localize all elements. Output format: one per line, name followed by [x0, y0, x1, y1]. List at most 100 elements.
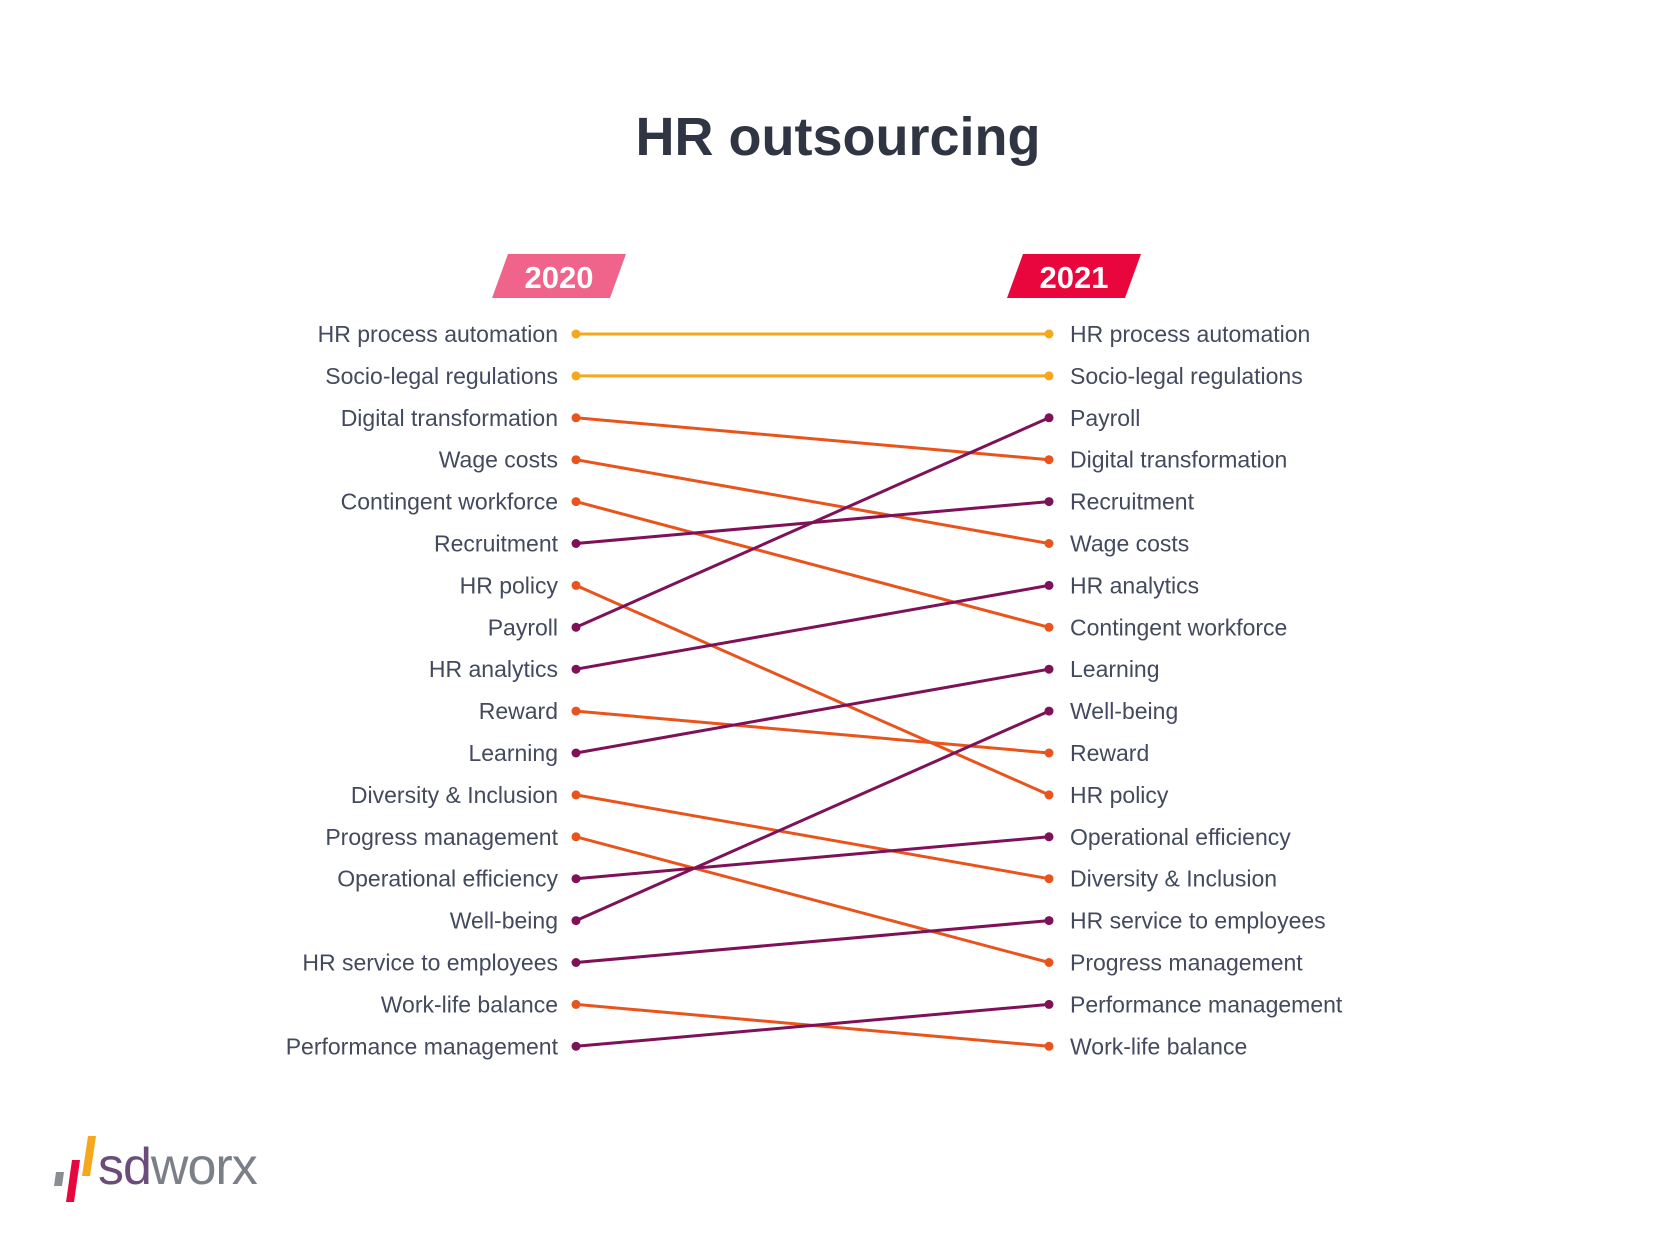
right-label-digital-transformation: Digital transformation: [1070, 447, 1287, 473]
right-point-hr-policy: [1044, 790, 1054, 800]
slope-line-digital-transformation: [575, 416, 1050, 462]
left-label-hr-policy: HR policy: [460, 572, 559, 598]
left-labels: HR process automation Socio-legal regulat…: [286, 321, 559, 1059]
left-label-payroll: Payroll: [488, 614, 558, 640]
left-label-recruitment: Recruitment: [434, 531, 559, 557]
left-label-digital-transformation: Digital transformation: [341, 405, 558, 431]
right-point-wage-costs: [1044, 539, 1054, 548]
left-point-socio-legal-regulations: [571, 371, 581, 381]
sdworx-logo-text: sdworx: [98, 1137, 258, 1197]
right-label-wage-costs: Wage costs: [1070, 531, 1189, 557]
right-point-hr-process-automation: [1044, 329, 1054, 339]
left-point-hr-analytics: [571, 664, 581, 674]
right-label-work-life-balance: Work-life balance: [1070, 1033, 1247, 1059]
right-label-hr-policy: HR policy: [1070, 782, 1169, 808]
right-point-diversity-and-inclusion: [1044, 874, 1054, 884]
right-point-learning: [1044, 664, 1054, 674]
slope-line-diversity-and-inclusion: [575, 793, 1050, 881]
left-label-hr-analytics: HR analytics: [429, 656, 558, 682]
logo-text-worx: worx: [150, 1138, 258, 1196]
slope-line-wage-costs: [575, 458, 1050, 545]
right-point-contingent-workforce: [1044, 622, 1054, 632]
left-label-learning: Learning: [468, 740, 558, 766]
logo-bar-yellow: [82, 1136, 96, 1176]
slope-line-hr-analytics: [575, 583, 1050, 671]
left-label-wage-costs: Wage costs: [439, 447, 558, 473]
right-label-reward: Reward: [1070, 740, 1149, 766]
left-point-wage-costs: [571, 455, 581, 465]
right-point-recruitment: [1044, 497, 1054, 507]
left-label-hr-process-automation: HR process automation: [318, 321, 558, 347]
year-2020-label: 2020: [525, 260, 594, 295]
right-label-progress-management: Progress management: [1070, 950, 1303, 976]
left-point-learning: [571, 748, 581, 758]
left-point-payroll: [571, 622, 581, 632]
right-label-recruitment: Recruitment: [1070, 489, 1195, 515]
left-label-operational-efficiency: Operational efficiency: [337, 866, 558, 892]
left-point-recruitment: [571, 539, 581, 548]
left-label-diversity-and-inclusion: Diversity & Inclusion: [351, 782, 558, 808]
slope-line-payroll: [575, 416, 1050, 629]
year-2020-badge: [492, 254, 626, 298]
slope-line-reward: [575, 709, 1050, 755]
right-point-payroll: [1044, 413, 1054, 423]
left-label-reward: Reward: [479, 698, 558, 724]
slope-line-contingent-workforce: [575, 500, 1050, 629]
right-labels: HR process automation Socio-legal regulat…: [1070, 321, 1343, 1059]
right-point-performance-management: [1044, 999, 1054, 1009]
slope-line-operational-efficiency: [575, 835, 1050, 881]
year-2021-badge: [1007, 254, 1141, 298]
right-point-progress-management: [1044, 958, 1054, 967]
slope-line-progress-management: [575, 835, 1050, 964]
left-point-diversity-and-inclusion: [571, 790, 581, 800]
left-point-progress-management: [571, 832, 581, 842]
right-label-hr-service-to-employees: HR service to employees: [1070, 908, 1326, 934]
logo-text-sd: sd: [98, 1138, 152, 1196]
right-point-socio-legal-regulations: [1044, 371, 1054, 381]
right-label-hr-process-automation: HR process automation: [1070, 321, 1310, 347]
year-2021-label: 2021: [1040, 260, 1109, 295]
right-label-learning: Learning: [1070, 656, 1160, 682]
slope-line-well-being: [575, 709, 1050, 922]
sdworx-logo-mark: [54, 1136, 96, 1202]
right-label-contingent-workforce: Contingent workforce: [1070, 614, 1287, 640]
right-point-reward: [1044, 748, 1054, 758]
left-point-operational-efficiency: [571, 874, 581, 884]
left-point-digital-transformation: [571, 413, 581, 423]
left-label-socio-legal-regulations: Socio-legal regulations: [325, 363, 558, 389]
slope-line-performance-management: [575, 1002, 1050, 1048]
right-label-socio-legal-regulations: Socio-legal regulations: [1070, 363, 1303, 389]
right-point-well-being: [1044, 706, 1054, 716]
left-point-hr-policy: [571, 580, 581, 590]
slope-lines: [571, 329, 1054, 1051]
slope-line-hr-policy: [575, 584, 1050, 797]
left-label-well-being: Well-being: [450, 908, 558, 934]
right-point-work-life-balance: [1044, 1041, 1054, 1051]
right-point-hr-service-to-employees: [1044, 916, 1054, 926]
left-label-progress-management: Progress management: [325, 824, 558, 850]
left-label-contingent-workforce: Contingent workforce: [341, 489, 558, 515]
left-point-performance-management: [571, 1041, 581, 1051]
logo-bar-red: [66, 1160, 80, 1202]
right-point-operational-efficiency: [1044, 832, 1054, 842]
slope-line-learning: [575, 667, 1050, 755]
left-point-contingent-workforce: [571, 497, 581, 507]
right-label-well-being: Well-being: [1070, 698, 1178, 724]
right-label-operational-efficiency: Operational efficiency: [1070, 824, 1291, 850]
right-label-payroll: Payroll: [1070, 405, 1140, 431]
logo-bar-grey: [54, 1172, 64, 1186]
right-point-hr-analytics: [1044, 580, 1054, 590]
left-point-well-being: [571, 916, 581, 926]
right-label-performance-management: Performance management: [1070, 991, 1343, 1017]
right-label-diversity-and-inclusion: Diversity & Inclusion: [1070, 866, 1277, 892]
left-label-hr-service-to-employees: HR service to employees: [302, 950, 558, 976]
right-label-hr-analytics: HR analytics: [1070, 572, 1199, 598]
left-point-reward: [571, 706, 581, 716]
left-point-work-life-balance: [571, 999, 581, 1009]
right-point-digital-transformation: [1044, 455, 1054, 465]
left-point-hr-service-to-employees: [571, 958, 581, 967]
chart-title: HR outsourcing: [636, 107, 1041, 167]
left-label-work-life-balance: Work-life balance: [381, 991, 558, 1017]
left-label-performance-management: Performance management: [286, 1033, 559, 1059]
